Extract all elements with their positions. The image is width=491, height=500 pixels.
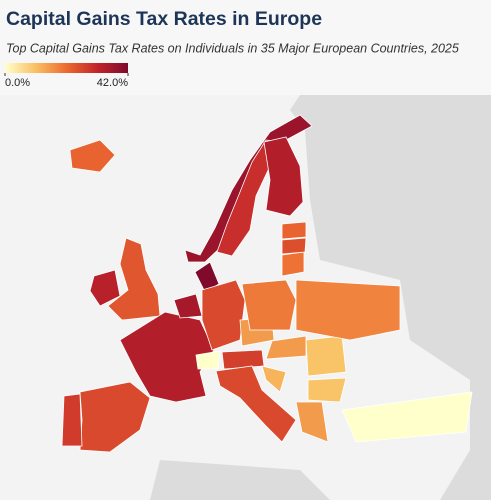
other-land xyxy=(290,95,491,500)
country xyxy=(241,279,297,331)
country xyxy=(201,279,246,351)
country xyxy=(184,114,313,263)
country xyxy=(221,349,265,370)
country xyxy=(79,381,151,453)
country xyxy=(281,221,307,240)
country xyxy=(305,335,347,377)
country xyxy=(295,279,401,341)
country xyxy=(69,139,116,173)
country xyxy=(107,237,161,321)
country xyxy=(307,377,347,403)
legend-label: 42.0% xyxy=(97,77,128,89)
country xyxy=(215,365,297,443)
country xyxy=(61,393,83,447)
subtitle: Top Capital Gains Tax Rates on Individua… xyxy=(6,41,459,55)
country xyxy=(281,237,307,255)
country xyxy=(89,269,121,307)
country xyxy=(281,251,305,277)
other-land xyxy=(150,460,330,500)
country xyxy=(263,136,304,217)
country xyxy=(195,350,221,370)
legend-bar xyxy=(5,63,128,73)
legend-label: 0.0% xyxy=(5,77,30,89)
country xyxy=(261,365,287,393)
title: Capital Gains Tax Rates in Europe xyxy=(6,8,322,30)
country xyxy=(341,391,473,443)
country xyxy=(295,401,329,443)
country xyxy=(194,261,220,293)
country xyxy=(265,335,307,360)
